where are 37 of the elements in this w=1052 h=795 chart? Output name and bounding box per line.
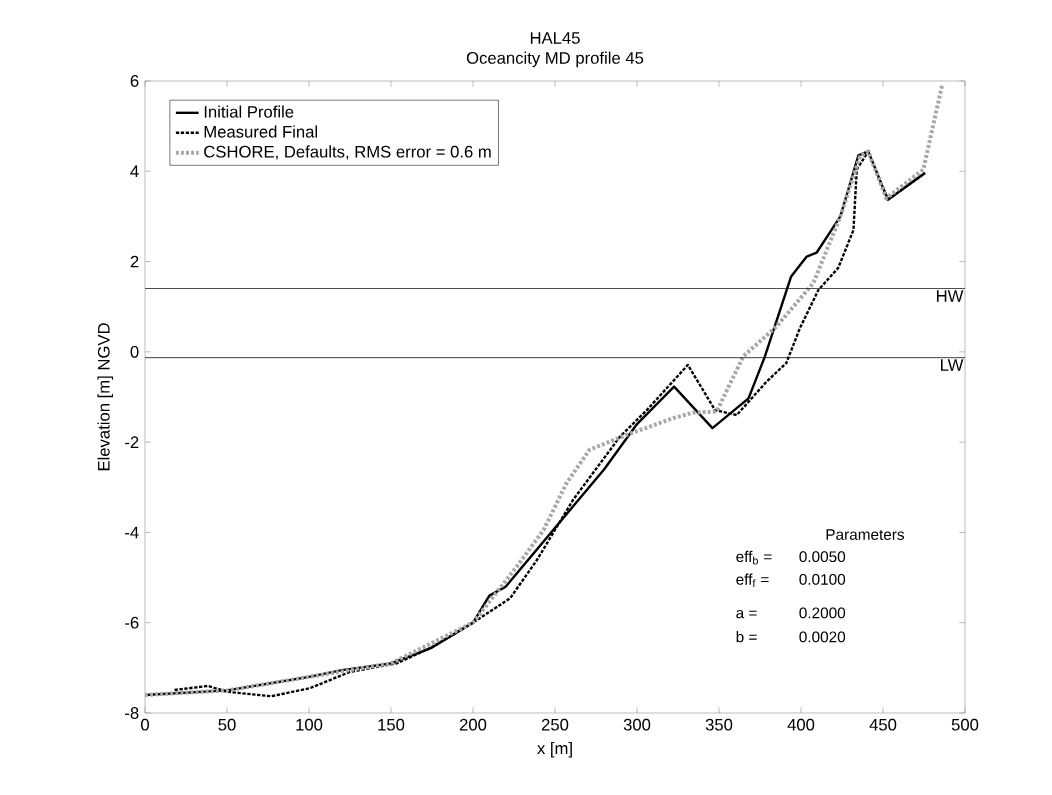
ref-line-label: LW <box>941 359 964 371</box>
x-tick-label: 500 <box>951 718 979 731</box>
y-axis-title: Elevation [m] NGVD <box>97 323 113 471</box>
y-tick-label: 6 <box>130 75 139 87</box>
annotation: 0.2000 <box>799 607 846 619</box>
annotation: 0.0050 <box>799 551 846 563</box>
annotation: 0.0100 <box>799 573 846 585</box>
x-tick-label: 250 <box>541 718 569 731</box>
legend-label: Measured Final <box>204 125 318 138</box>
x-axis-title: x [m] <box>537 741 572 758</box>
x-tick-label: 100 <box>296 718 323 731</box>
y-tick-label: 2 <box>130 255 139 268</box>
ref-line-label: HW <box>937 290 964 302</box>
annotation: eff$_{f}$ = <box>736 573 769 588</box>
x-tick-label: 450 <box>869 718 897 731</box>
chart-title: HAL45 <box>530 32 580 44</box>
annotation: eff$_{b}$ = <box>736 550 772 565</box>
y-tick-label: -2 <box>125 436 139 448</box>
annotation: Parameters <box>826 529 905 540</box>
x-tick-label: 400 <box>787 718 815 731</box>
x-tick-label: 200 <box>459 718 487 731</box>
y-tick-label: -8 <box>125 707 139 719</box>
x-tick-label: 300 <box>623 718 651 731</box>
x-tick-label: 0 <box>141 718 149 731</box>
x-tick-label: 350 <box>705 718 733 731</box>
y-tick-label: -6 <box>125 616 139 629</box>
x-tick-label: 150 <box>378 718 405 731</box>
annotation: 0.0020 <box>799 631 846 643</box>
y-tick-label: 4 <box>130 165 139 177</box>
legend-label: CSHORE, Defaults, RMS error = 0.6 m <box>204 145 491 160</box>
annotation: a = <box>736 609 757 619</box>
annotation: b = <box>736 631 757 643</box>
x-tick-label: 50 <box>218 718 236 731</box>
y-tick-label: -4 <box>125 526 139 539</box>
chart-subtitle: Oceancity MD profile 45 <box>466 51 644 68</box>
y-tick-label: 0 <box>130 345 139 358</box>
legend-label: Initial Profile <box>204 105 294 118</box>
